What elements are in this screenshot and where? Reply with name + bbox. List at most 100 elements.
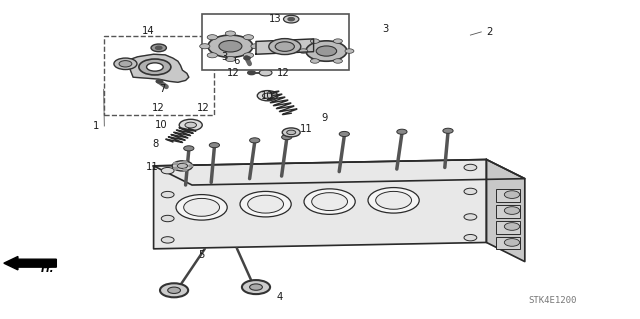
Circle shape bbox=[147, 63, 163, 71]
Circle shape bbox=[151, 44, 166, 52]
Text: 1: 1 bbox=[93, 121, 99, 131]
Text: 5: 5 bbox=[198, 250, 205, 260]
Text: 13: 13 bbox=[269, 14, 282, 24]
Circle shape bbox=[189, 165, 193, 167]
Text: 10: 10 bbox=[261, 91, 274, 101]
Polygon shape bbox=[256, 39, 314, 54]
Circle shape bbox=[248, 195, 284, 213]
Circle shape bbox=[184, 146, 194, 151]
Circle shape bbox=[251, 44, 261, 49]
Text: 10: 10 bbox=[155, 120, 168, 130]
Circle shape bbox=[333, 39, 342, 43]
Circle shape bbox=[345, 49, 354, 53]
Circle shape bbox=[339, 131, 349, 137]
Circle shape bbox=[200, 44, 210, 49]
Circle shape bbox=[248, 71, 255, 75]
Circle shape bbox=[310, 59, 319, 63]
Circle shape bbox=[397, 129, 407, 134]
FancyArrow shape bbox=[4, 256, 56, 270]
Circle shape bbox=[225, 56, 236, 62]
Circle shape bbox=[156, 80, 163, 83]
Circle shape bbox=[160, 283, 188, 297]
Circle shape bbox=[310, 39, 319, 43]
Text: 11: 11 bbox=[146, 161, 159, 172]
Bar bbox=[202, 14, 349, 70]
Circle shape bbox=[184, 198, 220, 216]
Circle shape bbox=[177, 163, 188, 168]
Circle shape bbox=[173, 162, 177, 164]
Polygon shape bbox=[486, 160, 525, 262]
Circle shape bbox=[464, 164, 477, 171]
Circle shape bbox=[284, 15, 299, 23]
Circle shape bbox=[225, 31, 236, 36]
Circle shape bbox=[504, 239, 520, 246]
Circle shape bbox=[269, 39, 301, 55]
Text: 12: 12 bbox=[197, 103, 210, 113]
FancyBboxPatch shape bbox=[496, 237, 520, 249]
Circle shape bbox=[161, 237, 174, 243]
Circle shape bbox=[312, 193, 348, 211]
Polygon shape bbox=[154, 160, 525, 185]
Circle shape bbox=[170, 106, 178, 110]
Polygon shape bbox=[127, 54, 189, 82]
Circle shape bbox=[250, 284, 262, 290]
Circle shape bbox=[282, 128, 300, 137]
Circle shape bbox=[275, 42, 294, 51]
Circle shape bbox=[176, 195, 227, 220]
Text: 8: 8 bbox=[152, 139, 159, 149]
Circle shape bbox=[304, 189, 355, 214]
Text: 14: 14 bbox=[142, 26, 155, 36]
Text: 11: 11 bbox=[300, 124, 312, 134]
Circle shape bbox=[208, 35, 253, 57]
Circle shape bbox=[119, 61, 132, 67]
Circle shape bbox=[173, 167, 177, 169]
Circle shape bbox=[139, 59, 171, 75]
Circle shape bbox=[161, 191, 174, 198]
Circle shape bbox=[250, 138, 260, 143]
Bar bbox=[104, 36, 214, 115]
Circle shape bbox=[243, 53, 253, 58]
Circle shape bbox=[156, 46, 162, 49]
Circle shape bbox=[316, 46, 337, 56]
Circle shape bbox=[259, 70, 272, 76]
Text: STK4E1200: STK4E1200 bbox=[528, 296, 577, 305]
Text: 4: 4 bbox=[276, 292, 283, 302]
Circle shape bbox=[243, 35, 253, 40]
Polygon shape bbox=[154, 160, 486, 249]
Circle shape bbox=[114, 58, 137, 70]
Circle shape bbox=[172, 161, 193, 171]
Circle shape bbox=[240, 191, 291, 217]
Text: 6: 6 bbox=[234, 56, 240, 66]
FancyBboxPatch shape bbox=[496, 189, 520, 202]
Circle shape bbox=[504, 191, 520, 198]
Circle shape bbox=[219, 41, 242, 52]
Circle shape bbox=[244, 56, 250, 60]
Circle shape bbox=[376, 191, 412, 209]
Circle shape bbox=[183, 161, 187, 163]
Circle shape bbox=[504, 223, 520, 230]
Circle shape bbox=[185, 122, 196, 128]
Circle shape bbox=[161, 215, 174, 222]
Circle shape bbox=[306, 41, 347, 61]
Text: 12: 12 bbox=[152, 103, 165, 113]
Circle shape bbox=[464, 234, 477, 241]
Circle shape bbox=[168, 287, 180, 293]
Text: 3: 3 bbox=[383, 24, 389, 34]
Circle shape bbox=[443, 128, 453, 133]
Circle shape bbox=[179, 119, 202, 131]
Circle shape bbox=[464, 188, 477, 195]
Circle shape bbox=[161, 167, 174, 174]
Circle shape bbox=[287, 130, 296, 135]
Circle shape bbox=[368, 188, 419, 213]
Circle shape bbox=[184, 105, 197, 111]
Circle shape bbox=[282, 135, 292, 140]
Circle shape bbox=[504, 207, 520, 214]
FancyBboxPatch shape bbox=[496, 205, 520, 218]
Text: 12: 12 bbox=[276, 68, 289, 78]
Circle shape bbox=[257, 91, 278, 101]
Circle shape bbox=[299, 49, 308, 53]
Text: Fr.: Fr. bbox=[41, 264, 55, 274]
Circle shape bbox=[209, 143, 220, 148]
Circle shape bbox=[242, 280, 270, 294]
Text: 12: 12 bbox=[227, 68, 240, 78]
